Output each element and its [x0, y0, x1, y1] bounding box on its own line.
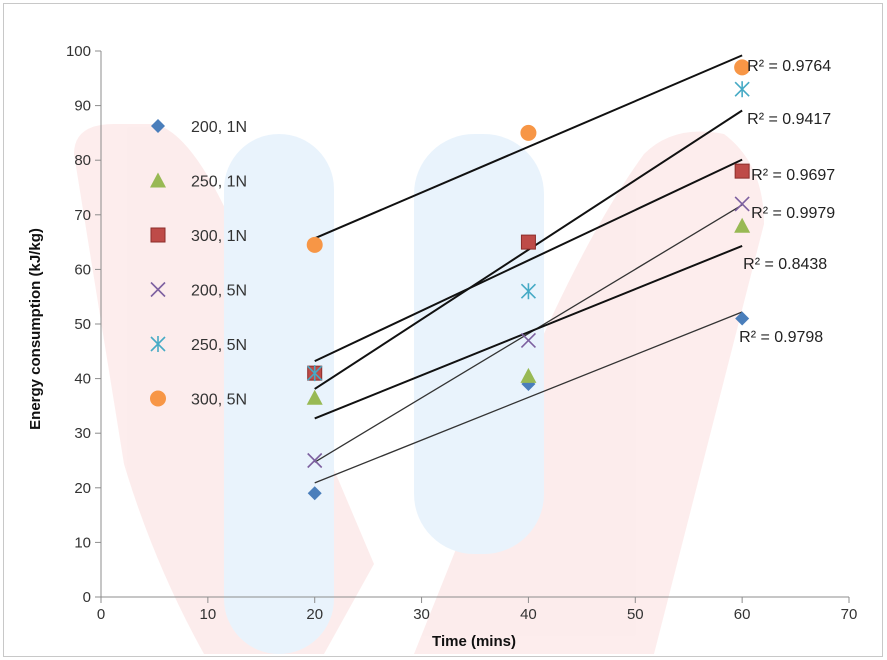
r-squared-label: R² = 0.9764	[747, 58, 831, 75]
trendline	[314, 109, 743, 390]
watermark	[74, 124, 764, 654]
data-point	[520, 367, 537, 383]
y-tick-label: 20	[74, 480, 91, 497]
r-squared-label: R² = 0.9979	[751, 205, 835, 222]
data-point	[307, 365, 323, 382]
x-tick-label: 20	[306, 606, 323, 623]
legend-label: 200, 5N	[191, 283, 247, 300]
r-squared-labels: R² = 0.9764 R² = 0.9417 R² = 0.9697 R² = 0.…	[739, 58, 835, 346]
legend-label: 200, 1N	[191, 119, 247, 136]
legend-label: 250, 1N	[191, 174, 247, 191]
y-tick-label: 40	[74, 371, 91, 388]
legend-item: 300, 1N	[150, 227, 247, 245]
x-tick-label: 70	[841, 606, 858, 623]
x-tick-label: 10	[200, 606, 217, 623]
legend-label: 250, 5N	[191, 337, 247, 354]
data-point	[307, 486, 322, 501]
data-point	[734, 217, 751, 233]
y-tick-label: 60	[74, 261, 91, 278]
y-tick-label: 50	[74, 316, 91, 333]
r-squared-label: R² = 0.8438	[743, 256, 827, 273]
legend-item: 200, 5N	[150, 281, 247, 300]
y-tick-label: 30	[74, 425, 91, 442]
trendline	[314, 54, 743, 240]
legend-marker	[150, 336, 166, 352]
legend-label: 300, 5N	[191, 392, 247, 409]
y-tick-label: 80	[74, 152, 91, 169]
data-point	[734, 81, 750, 98]
data-point	[520, 124, 537, 141]
axes: 0 10 20 30 40 50 60 70 80 90 100 0 10 20 30 40 50 60 70	[66, 43, 857, 623]
legend-item: 200, 1N	[151, 119, 247, 136]
legend-marker	[150, 227, 166, 243]
y-tick-label: 0	[83, 589, 91, 606]
trendlines	[314, 54, 743, 484]
legend-marker	[150, 281, 166, 298]
y-tick-label: 90	[74, 98, 91, 115]
legend-label: 300, 1N	[191, 228, 247, 245]
y-axis-title: Energy consumption (kJ/kg)	[27, 228, 44, 430]
legend-item: 250, 1N	[150, 172, 247, 191]
scatter-chart: 0 10 20 30 40 50 60 70 80 90 100 0 10 20 30 40 50 60 70 R²…	[27, 43, 857, 654]
y-tick-label: 70	[74, 207, 91, 224]
x-tick-label: 40	[520, 606, 537, 623]
legend-item: 250, 5N	[150, 336, 247, 354]
data-point	[734, 59, 751, 76]
x-tick-label: 50	[627, 606, 644, 623]
data-point	[734, 196, 750, 212]
data-point	[734, 163, 750, 179]
trendline	[314, 244, 743, 420]
legend-marker	[150, 390, 166, 407]
data-point	[735, 311, 750, 326]
r-squared-label: R² = 0.9697	[751, 167, 835, 184]
chart-frame: 0 10 20 30 40 50 60 70 80 90 100 0 10 20 30 40 50 60 70 R²…	[3, 3, 883, 657]
y-tick-label: 10	[74, 534, 91, 551]
data-point	[306, 389, 323, 405]
x-tick-label: 0	[97, 606, 105, 623]
x-tick-label: 60	[734, 606, 751, 623]
data-point	[520, 283, 536, 300]
data-point	[307, 452, 323, 469]
y-tick-label: 100	[66, 43, 91, 60]
trendline	[314, 204, 743, 463]
legend-item: 300, 5N	[150, 390, 247, 409]
r-squared-label: R² = 0.9798	[739, 329, 823, 346]
data-point	[520, 332, 536, 348]
trendline	[314, 311, 743, 484]
trendline	[314, 158, 743, 363]
x-axis-title: Time (mins)	[432, 633, 516, 650]
legend: 200, 1N 250, 1N 300, 1N 200, 5N 250, 5N 300, …	[150, 119, 247, 409]
data-points	[306, 59, 751, 501]
data-point	[306, 236, 323, 253]
legend-marker	[150, 172, 166, 188]
data-point	[520, 234, 536, 250]
r-squared-label: R² = 0.9417	[747, 111, 831, 128]
x-tick-label: 30	[413, 606, 430, 623]
legend-marker	[151, 119, 165, 133]
